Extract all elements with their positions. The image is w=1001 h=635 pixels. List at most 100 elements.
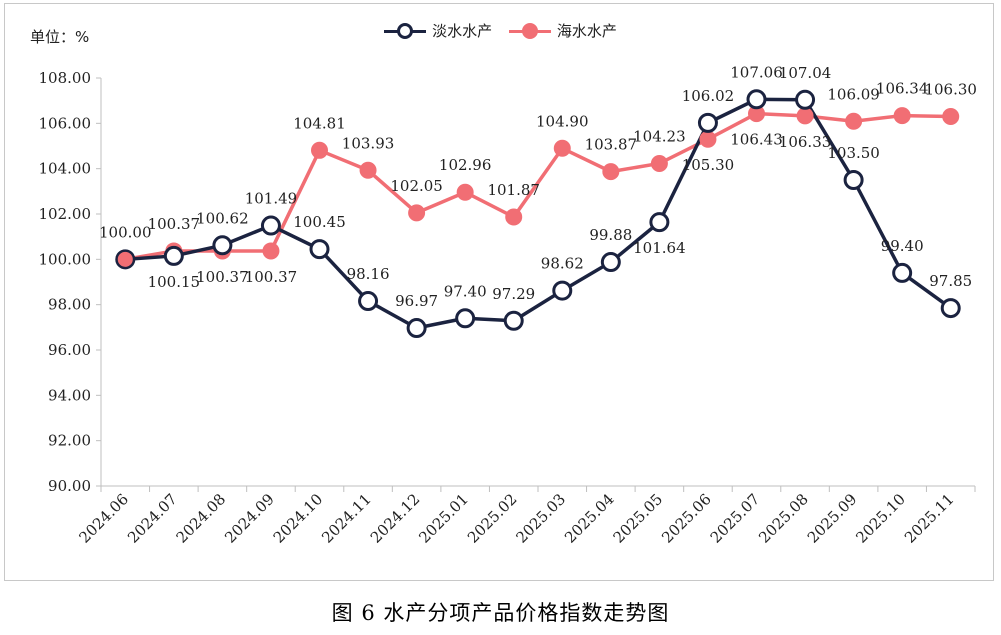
seawater-point xyxy=(650,154,668,172)
freshwater-data-label: 100.45 xyxy=(293,213,346,231)
x-tick-label: 2024.07 xyxy=(124,490,181,547)
freshwater-point xyxy=(649,212,670,233)
seawater-data-label: 106.33 xyxy=(779,133,832,151)
freshwater-data-label: 96.97 xyxy=(395,292,438,310)
seawater-data-label: 103.93 xyxy=(342,134,395,152)
seawater-data-label: 104.23 xyxy=(633,127,686,145)
freshwater-data-label: 107.04 xyxy=(779,64,832,82)
seawater-point xyxy=(311,141,328,159)
freshwater-data-label: 103.50 xyxy=(827,144,880,162)
seawater-data-label: 104.81 xyxy=(293,114,346,132)
x-tick-label: 2024.09 xyxy=(221,490,278,547)
seawater-data-label: 100.37 xyxy=(148,215,201,233)
freshwater-point xyxy=(358,291,379,312)
freshwater-data-label: 98.62 xyxy=(541,255,584,273)
seawater-data-label: 102.05 xyxy=(390,177,443,195)
freshwater-point xyxy=(552,280,573,301)
x-tick-label: 2024.10 xyxy=(270,490,327,547)
legend-label-seawater: 海水水产 xyxy=(556,22,617,40)
freshwater-point xyxy=(212,235,233,256)
freshwater-data-label: 97.85 xyxy=(929,272,972,290)
y-tick-label: 92.00 xyxy=(48,432,91,450)
x-tick-label: 2024.12 xyxy=(367,490,424,547)
freshwater-point xyxy=(406,318,427,339)
freshwater-point xyxy=(455,308,476,329)
x-tick-label: 2025.08 xyxy=(755,490,812,547)
seawater-data-label: 103.87 xyxy=(585,136,638,154)
seawater-data-label: 106.30 xyxy=(924,81,977,99)
freshwater-data-label: 97.29 xyxy=(492,285,535,303)
freshwater-point xyxy=(697,112,718,133)
chart-frame xyxy=(4,3,994,581)
seawater-point xyxy=(602,163,620,181)
x-tick-label: 2025.06 xyxy=(658,490,715,547)
freshwater-point xyxy=(940,298,961,319)
x-tick-label: 2025.01 xyxy=(415,490,472,547)
y-tick-label: 98.00 xyxy=(48,296,91,314)
x-tick-label: 2025.07 xyxy=(707,490,764,547)
freshwater-data-label: 98.16 xyxy=(347,265,390,283)
freshwater-point xyxy=(746,89,767,110)
x-tick-label: 2025.02 xyxy=(464,490,521,547)
freshwater-data-label: 101.49 xyxy=(245,190,298,208)
x-tick-label: 2025.04 xyxy=(561,490,618,547)
freshwater-point xyxy=(843,170,864,190)
x-tick-label: 2024.11 xyxy=(318,490,375,547)
x-tick-label: 2024.08 xyxy=(173,490,230,547)
freshwater-data-label: 99.88 xyxy=(589,226,632,244)
seawater-point xyxy=(845,112,863,130)
seawater-point xyxy=(262,242,280,260)
seawater-point xyxy=(456,183,474,201)
freshwater-data-label: 107.06 xyxy=(730,63,783,81)
y-tick-label: 94.00 xyxy=(48,386,91,404)
y-tick-label: 104.00 xyxy=(39,160,92,178)
seawater-data-label: 101.87 xyxy=(487,181,540,199)
freshwater-point xyxy=(600,252,621,273)
seawater-point xyxy=(942,108,960,126)
freshwater-data-label: 100.15 xyxy=(148,273,201,291)
seawater-data-label: 106.34 xyxy=(876,80,929,98)
freshwater-point xyxy=(503,310,524,331)
seawater-data-label: 100.37 xyxy=(196,268,249,286)
seawater-data-label: 102.96 xyxy=(439,156,492,174)
freshwater-data-label: 106.02 xyxy=(682,87,735,105)
legend-item-seawater: 海水水产 xyxy=(508,20,617,41)
x-tick-label: 2024.06 xyxy=(76,490,133,547)
freshwater-data-label: 101.64 xyxy=(633,239,686,257)
freshwater-point xyxy=(309,239,330,260)
seawater-data-label: 104.90 xyxy=(536,112,589,130)
legend-swatch-seawater xyxy=(508,22,551,39)
freshwater-data-label: 100.62 xyxy=(196,209,249,227)
freshwater-point xyxy=(795,89,816,110)
seawater-point xyxy=(359,161,377,179)
x-tick-label: 2025.09 xyxy=(804,490,861,547)
y-tick-label: 100.00 xyxy=(39,250,92,268)
line-chart: 90.00 92.00 94.00 96.00 98.00 100.00 102.00 104… xyxy=(39,63,977,547)
seawater-point xyxy=(699,130,717,148)
freshwater-point xyxy=(163,245,184,266)
y-tick-label: 102.00 xyxy=(39,205,92,223)
freshwater-data-label: 99.40 xyxy=(881,237,924,255)
seawater-point xyxy=(893,107,911,125)
y-tick-label: 96.00 xyxy=(48,341,91,359)
seawater-point xyxy=(553,139,571,157)
legend-item-freshwater: 淡水水产 xyxy=(384,20,492,41)
seawater-point xyxy=(796,107,814,125)
freshwater-data-label: 97.40 xyxy=(444,282,487,300)
seawater-data-label: 100.37 xyxy=(245,268,298,286)
legend: 淡水水产 海水水产 xyxy=(0,20,1001,43)
x-tick-label: 2025.11 xyxy=(901,490,958,547)
y-tick-label: 108.00 xyxy=(39,69,92,87)
seawater-data-label: 105.30 xyxy=(682,156,735,174)
x-tick-label: 2025.10 xyxy=(852,490,909,547)
figure-caption: 图 6 水产分项产品价格指数走势图 xyxy=(331,601,670,625)
y-tick-label: 106.00 xyxy=(39,114,92,132)
seawater-point xyxy=(505,208,523,226)
legend-swatch-freshwater xyxy=(384,22,427,39)
unit-label: 单位：% xyxy=(30,28,90,46)
seawater-point xyxy=(408,204,426,222)
shared-start-point xyxy=(115,249,135,269)
freshwater-point xyxy=(892,262,913,283)
freshwater-data-label: 100.00 xyxy=(99,223,152,241)
freshwater-point xyxy=(260,215,281,236)
